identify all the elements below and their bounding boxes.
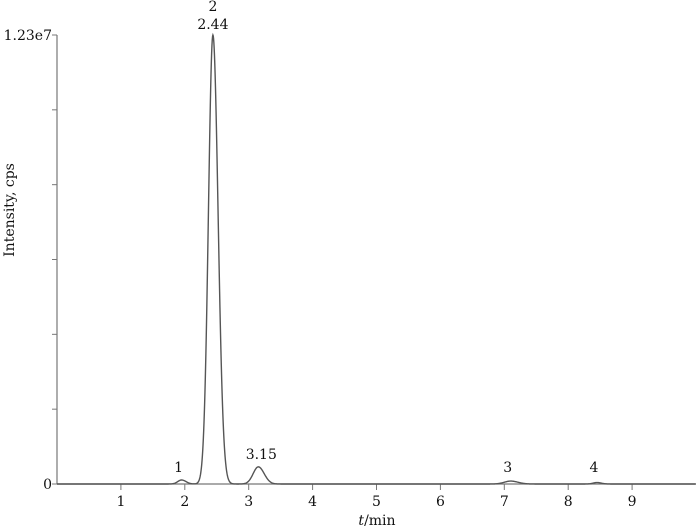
peak-label: 3.15 bbox=[246, 447, 277, 463]
peak-labels: 1 2.44 2 3.15 3 4 bbox=[174, 0, 598, 476]
x-tick-label: 2 bbox=[180, 494, 189, 510]
x-axis-label: t/min bbox=[358, 513, 395, 529]
peak-label: 1 bbox=[174, 460, 183, 476]
x-tick-label: 7 bbox=[500, 494, 509, 510]
x-axis-label-unit: /min bbox=[364, 513, 396, 529]
peak-label: 4 bbox=[589, 460, 598, 476]
chromatogram-trace bbox=[57, 32, 696, 485]
x-tick-label: 1 bbox=[116, 494, 125, 510]
y-tick-label-top: 1.23e7 bbox=[4, 28, 52, 44]
peak-number-label: 2 bbox=[208, 0, 217, 15]
axes: 1 2 3 4 5 6 7 8 9 bbox=[52, 34, 696, 510]
peak-label: 3 bbox=[503, 460, 512, 476]
x-axis-label-var: t bbox=[358, 513, 364, 529]
x-tick-label: 6 bbox=[436, 494, 445, 510]
x-tick-label: 9 bbox=[628, 494, 637, 510]
x-tick-label: 4 bbox=[308, 494, 317, 510]
x-tick-label: 5 bbox=[372, 494, 381, 510]
x-tick-label: 3 bbox=[244, 494, 253, 510]
peak-rt-label: 2.44 bbox=[197, 17, 228, 33]
y-tick-label-zero: 0 bbox=[43, 477, 52, 493]
x-tick-label: 8 bbox=[564, 494, 573, 510]
y-axis-label: Intensity, cps bbox=[2, 163, 18, 257]
